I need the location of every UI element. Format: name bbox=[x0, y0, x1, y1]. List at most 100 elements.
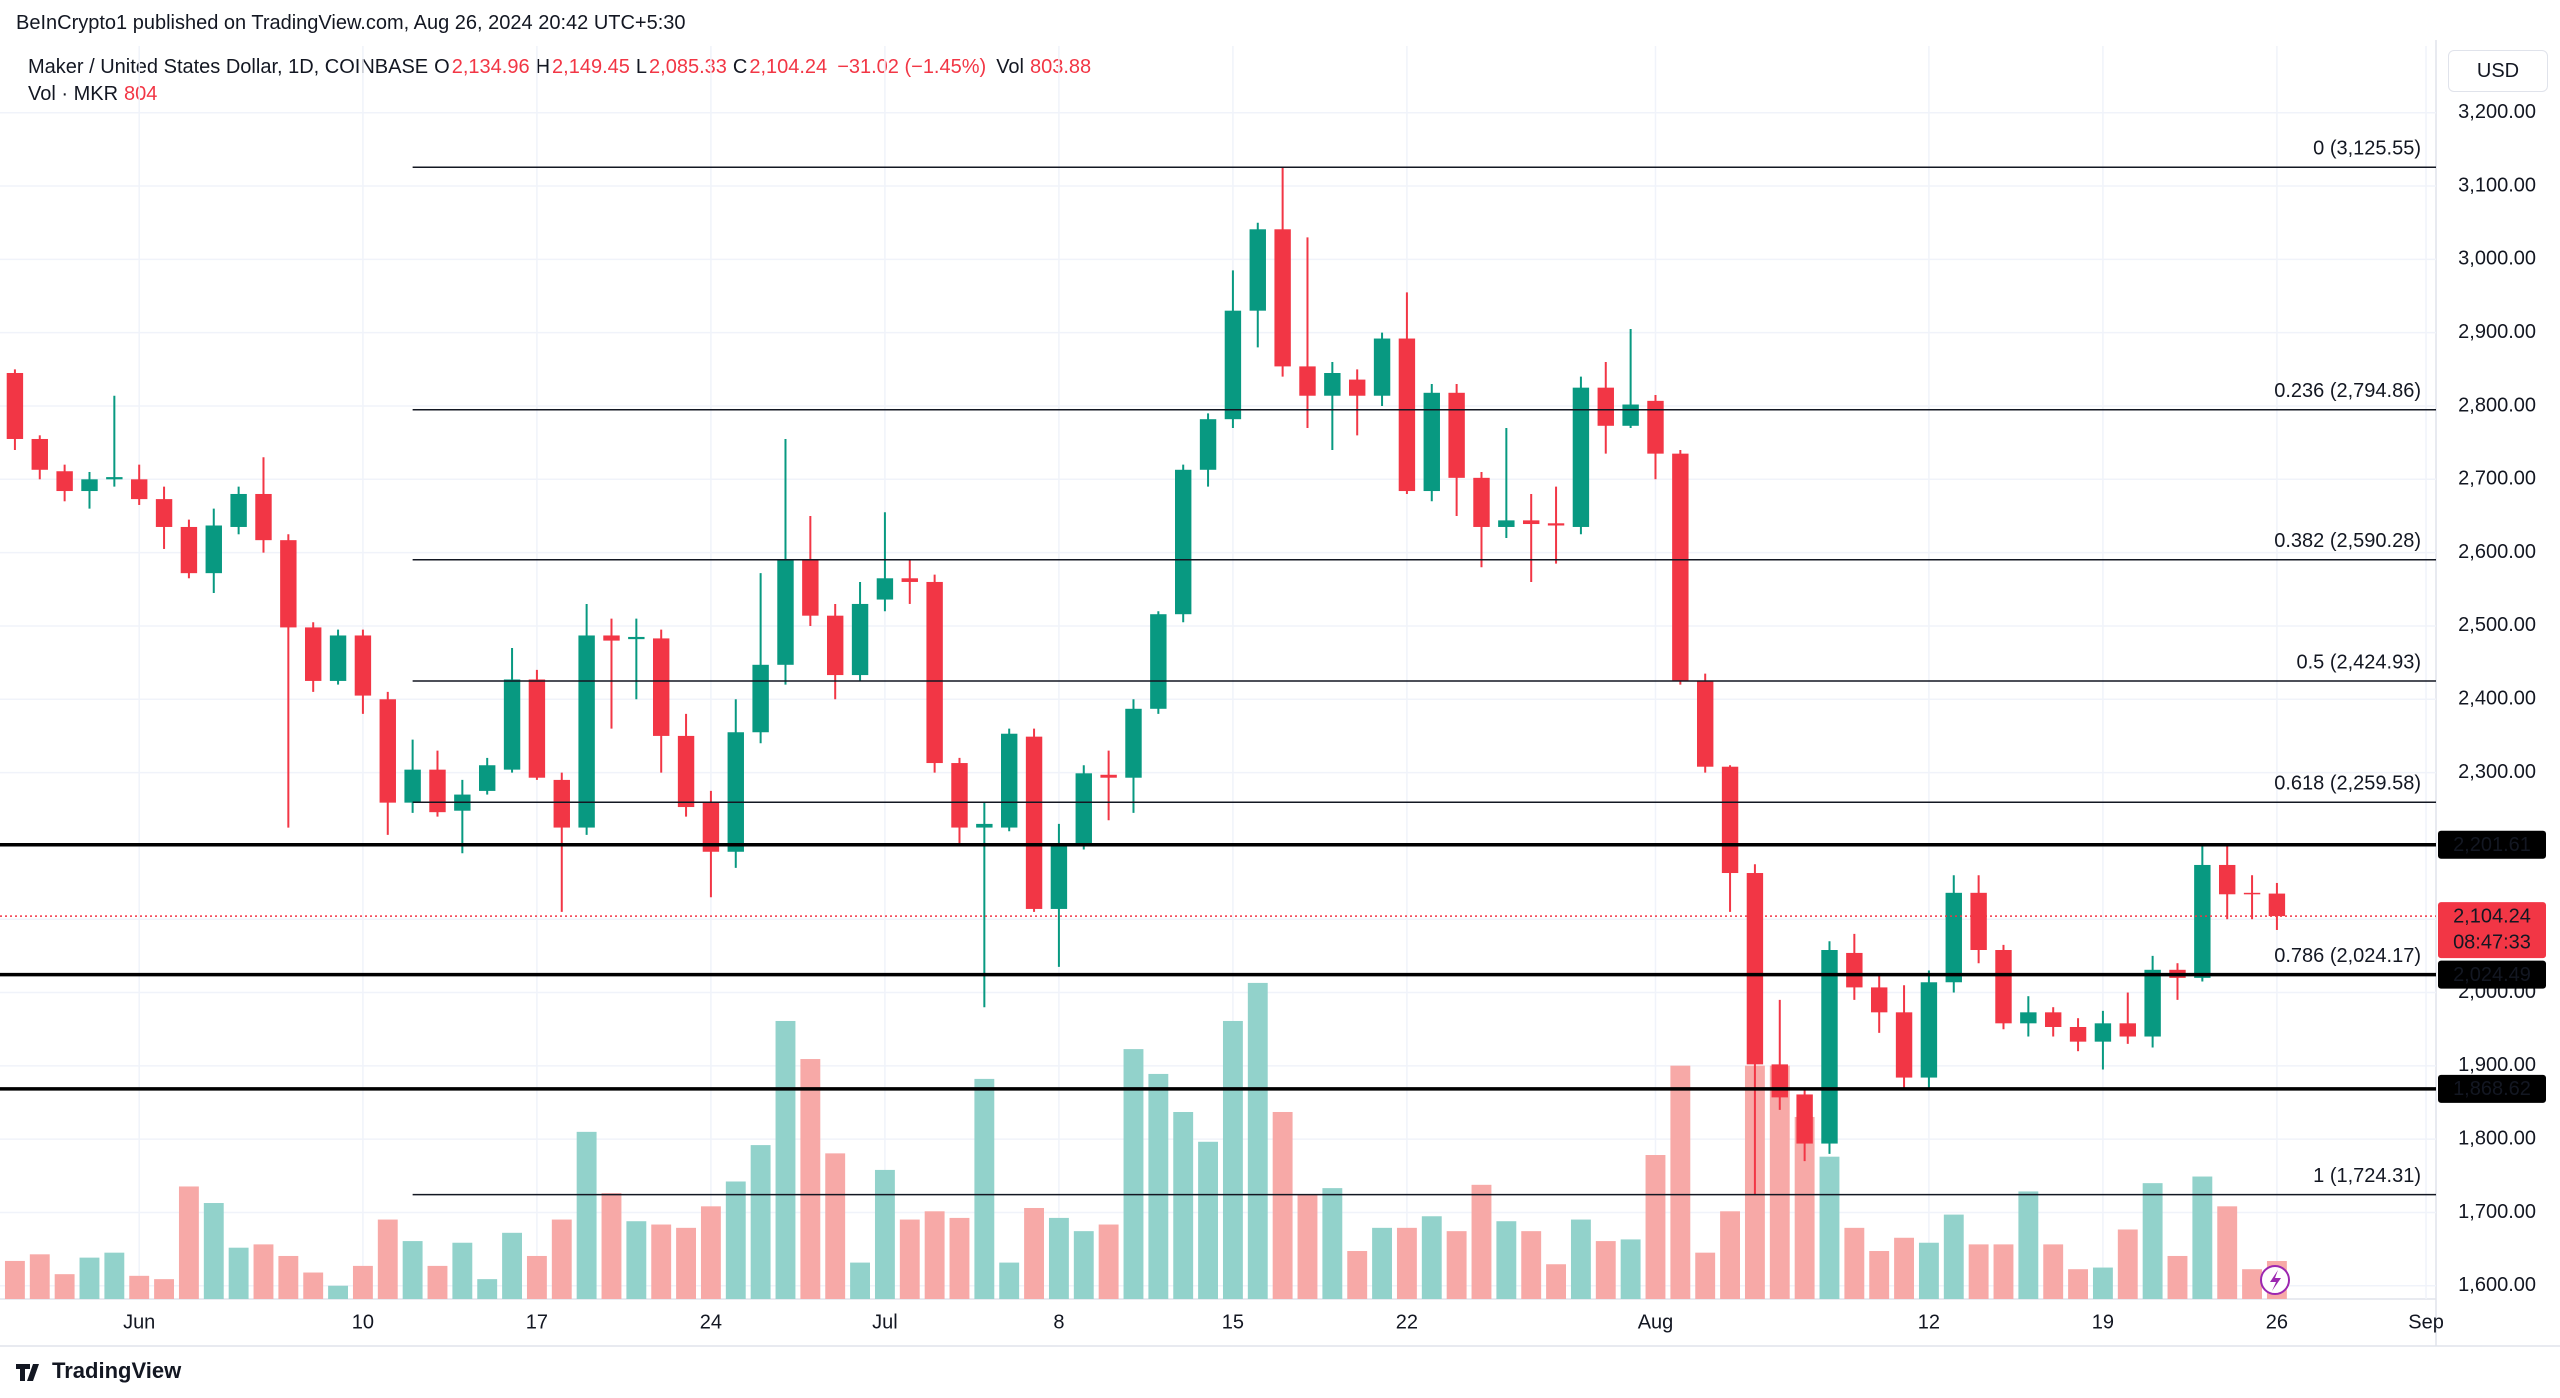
candle-body bbox=[1572, 387, 1590, 527]
candle-body bbox=[31, 438, 48, 470]
fib-label: 1 (1,724.31) bbox=[2313, 1165, 2421, 1187]
candle-body bbox=[1870, 987, 1888, 1013]
candle-body bbox=[1970, 892, 1987, 951]
volume-bar bbox=[551, 1219, 572, 1299]
volume-bar bbox=[1098, 1224, 1119, 1299]
volume-bar bbox=[999, 1262, 1020, 1299]
volume-bar bbox=[1446, 1231, 1467, 1299]
candle-body bbox=[1150, 614, 1167, 709]
candle-body bbox=[702, 802, 720, 852]
y-tick-label: 2,800.00 bbox=[2458, 394, 2536, 416]
volume-bar bbox=[377, 1219, 398, 1299]
candle-body bbox=[1473, 477, 1490, 527]
y-tick-label: 1,600.00 bbox=[2458, 1274, 2536, 1296]
candle-body bbox=[1920, 982, 1938, 1078]
volume-bar bbox=[502, 1232, 522, 1299]
candle-body bbox=[2243, 892, 2261, 895]
volume-bar bbox=[1894, 1237, 1914, 1299]
candle-body bbox=[280, 540, 297, 628]
candle-body bbox=[1522, 520, 1540, 525]
candle-body bbox=[1199, 419, 1217, 470]
legend-volume: Vol · MKR 804 bbox=[28, 83, 161, 106]
candle-body bbox=[1398, 338, 1416, 492]
y-tick-label: 1,700.00 bbox=[2458, 1201, 2536, 1223]
legend-ohlc-key: H bbox=[535, 56, 551, 78]
volume-bar bbox=[924, 1211, 945, 1299]
candle-body bbox=[553, 779, 570, 828]
volume-bar bbox=[601, 1193, 622, 1299]
volume-bar bbox=[825, 1153, 846, 1299]
candle-body bbox=[1249, 229, 1266, 311]
volume-bar bbox=[1372, 1227, 1392, 1299]
candle-body bbox=[1846, 952, 1863, 988]
y-tick-label: 3,200.00 bbox=[2458, 101, 2536, 123]
candle-body bbox=[1373, 338, 1391, 396]
candle-body bbox=[130, 479, 148, 500]
volume-bar bbox=[1570, 1219, 1591, 1299]
candle-body bbox=[81, 479, 98, 492]
candle-body bbox=[2020, 1012, 2037, 1024]
candle-body bbox=[1672, 453, 1689, 681]
x-tick-label: 19 bbox=[2092, 1311, 2114, 1333]
volume-bar bbox=[1347, 1251, 1368, 1299]
candle-body bbox=[2218, 864, 2236, 895]
volume-bar bbox=[1968, 1244, 1989, 1299]
candle-body bbox=[1299, 366, 1316, 396]
level-tag-label: 2,024.49 bbox=[2453, 964, 2531, 986]
candle-body bbox=[155, 499, 173, 527]
level-tag bbox=[2438, 830, 2546, 859]
volume-bar bbox=[427, 1265, 448, 1299]
candle-body bbox=[1348, 379, 1366, 396]
volume-bar bbox=[1198, 1141, 1218, 1299]
overlays: 0 (3,125.55) 0.236 (2,794.86) 0.382 (2,590… bbox=[0, 138, 2436, 1196]
volume-bar bbox=[1993, 1244, 2014, 1299]
x-tick-label: Sep bbox=[2408, 1311, 2444, 1333]
volume-bar bbox=[352, 1265, 373, 1299]
candle-body bbox=[652, 638, 670, 736]
candle-body bbox=[180, 526, 198, 574]
fib-label: 0.5 (2,424.93) bbox=[2296, 651, 2421, 673]
y-tick-label: 1,900.00 bbox=[2458, 1054, 2536, 1076]
volume-bar bbox=[228, 1247, 249, 1299]
candle-body bbox=[304, 627, 322, 681]
candle-body bbox=[1771, 1064, 1788, 1098]
candle-body bbox=[1075, 773, 1092, 844]
volume-pane bbox=[4, 982, 2287, 1299]
volume-bar bbox=[1297, 1194, 1318, 1299]
y-tick-label: 2,700.00 bbox=[2458, 468, 2536, 490]
candle-body bbox=[802, 559, 819, 616]
brand-name: TradingView bbox=[52, 1358, 182, 1383]
candle-body bbox=[56, 471, 73, 492]
x-tick-label: 10 bbox=[352, 1311, 374, 1333]
candle-body bbox=[2268, 893, 2286, 917]
y-tick-label: 2,300.00 bbox=[2458, 761, 2536, 783]
x-tick-label: 12 bbox=[1918, 1311, 1940, 1333]
volume-bar bbox=[949, 1217, 970, 1299]
legend-ohlc-value: 2,104.24 bbox=[749, 56, 828, 78]
volume-bar bbox=[1073, 1231, 1094, 1299]
volume-bar bbox=[899, 1219, 920, 1299]
volume-bar bbox=[154, 1279, 174, 1299]
volume-bar bbox=[29, 1254, 50, 1299]
volume-bar bbox=[725, 1181, 746, 1299]
fib-label: 0 (3,125.55) bbox=[2313, 138, 2421, 160]
volume-bar bbox=[452, 1242, 473, 1299]
x-tick-label: 22 bbox=[1396, 1311, 1418, 1333]
volume-bar bbox=[54, 1274, 75, 1299]
volume-bar bbox=[178, 1186, 199, 1299]
candle-body bbox=[478, 765, 496, 791]
x-tick-label: 24 bbox=[700, 1311, 722, 1333]
volume-bar bbox=[1396, 1227, 1417, 1299]
x-tick-label: 8 bbox=[1053, 1311, 1064, 1333]
level-tag-label: 2,201.61 bbox=[2453, 834, 2531, 856]
fib-label: 0.618 (2,259.58) bbox=[2274, 772, 2421, 794]
candle-body bbox=[1498, 520, 1515, 527]
candle-body bbox=[1945, 892, 1962, 983]
legend-vol-value: 803.88 bbox=[1030, 56, 1092, 78]
volume-bar bbox=[2192, 1176, 2213, 1299]
volume-bar bbox=[1272, 1111, 1293, 1299]
currency-button[interactable]: USD bbox=[2448, 50, 2548, 92]
volume-bar bbox=[2092, 1267, 2113, 1299]
volume-bar bbox=[2068, 1269, 2088, 1299]
candle-body bbox=[1746, 873, 1764, 1065]
